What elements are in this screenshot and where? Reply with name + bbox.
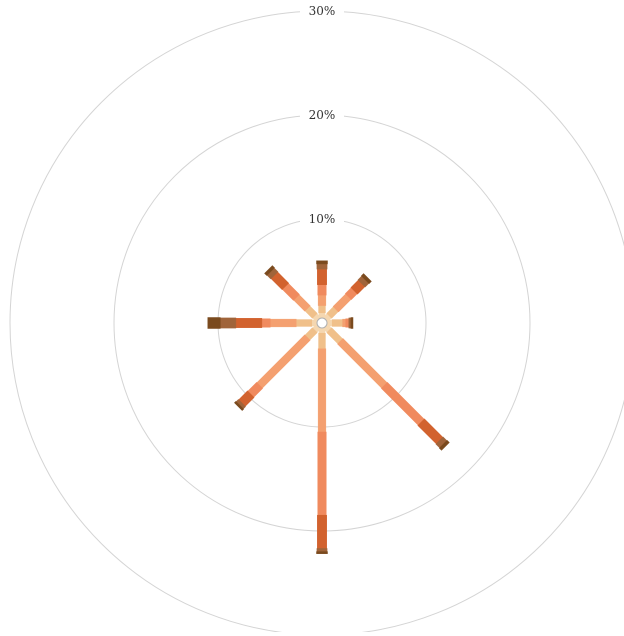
- bar-segment: [316, 548, 328, 552]
- bar-direction-225: [264, 265, 321, 322]
- bar-segment: [318, 332, 326, 350]
- center-hub: [316, 317, 328, 329]
- bar-segment: [345, 318, 350, 328]
- tick-label-30: 30%: [309, 4, 336, 18]
- bar-segment: [337, 338, 388, 389]
- bar-segment: [318, 305, 326, 314]
- bar-segment: [331, 319, 343, 327]
- bar-direction-0: [326, 317, 354, 329]
- bar-segment: [317, 268, 327, 285]
- bar-segment: [361, 273, 372, 284]
- bar-direction-90: [316, 327, 328, 554]
- bars: [207, 260, 450, 554]
- bar-direction-315: [323, 273, 372, 322]
- bar-segment: [295, 319, 313, 327]
- bar-segment: [316, 260, 328, 265]
- bar-segment: [317, 348, 327, 433]
- bar-segment: [316, 263, 328, 270]
- bar-segment: [438, 439, 450, 451]
- bar-segment: [269, 318, 297, 328]
- tick-label-bg-10: [300, 211, 344, 227]
- bar-direction-45: [323, 324, 450, 451]
- bar-segment: [261, 318, 271, 328]
- tick-labels: 10% 20% 30%: [300, 3, 344, 227]
- bar-segment: [342, 318, 346, 328]
- hub: [316, 317, 328, 329]
- bar-segment: [348, 317, 352, 329]
- bar-segment: [417, 418, 444, 445]
- bar-segment: [264, 265, 275, 276]
- bar-direction-180: [207, 317, 318, 329]
- bar-segment: [317, 431, 327, 516]
- bar-segment: [317, 294, 327, 306]
- bar-segment: [317, 284, 327, 296]
- tick-label-bg-20: [300, 107, 344, 123]
- bar-segment: [316, 551, 328, 554]
- bar-segment: [350, 317, 354, 329]
- tick-label-20: 20%: [309, 108, 336, 122]
- bar-segment: [256, 334, 311, 389]
- bar-segment: [220, 317, 237, 329]
- bar-segment: [207, 317, 221, 329]
- tick-label-bg-30: [300, 3, 344, 19]
- bar-segment: [235, 318, 263, 328]
- bar-segment: [234, 400, 245, 411]
- bar-direction-270: [316, 260, 328, 319]
- bar-segment: [317, 514, 327, 549]
- bar-direction-135: [234, 324, 321, 411]
- tick-label-10: 10%: [309, 212, 336, 226]
